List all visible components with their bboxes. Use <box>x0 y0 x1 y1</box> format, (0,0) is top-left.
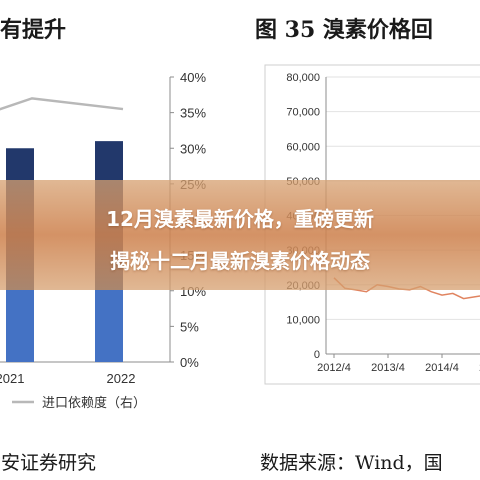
bar-segment-2021 <box>6 290 34 362</box>
dependency-line <box>0 97 124 111</box>
x-tick-label-0: 2012/4 <box>317 362 351 374</box>
y-tick-label-7: 70,000 <box>286 107 320 119</box>
tick-label-1: 5% <box>180 319 199 334</box>
headline-banner <box>0 180 480 290</box>
y-tick-label-0: 0 <box>314 349 320 361</box>
left-source-note: 君安证券研究 <box>0 452 97 474</box>
y-tick-label-8: 80,000 <box>286 72 320 84</box>
category-label-2022: 2022 <box>107 371 136 386</box>
x-tick-label-1: 2013/4 <box>371 362 405 374</box>
y-tick-label-1: 10,000 <box>286 314 320 326</box>
bar-segment-2022 <box>95 290 123 362</box>
headline-line-2: 揭秘十二月最新溴素价格动态 <box>110 249 370 273</box>
tick-label-7: 35% <box>180 106 206 121</box>
x-tick-label-2: 2014/4 <box>425 362 459 374</box>
legend-label: 进口依赖度（右） <box>42 395 146 410</box>
right-chart-title: 图 35 溴素价格回 <box>255 17 433 43</box>
left-chart-title: 格有提升 <box>0 17 67 43</box>
y-tick-label-6: 60,000 <box>286 141 320 153</box>
right-source-note: 数据来源：Wind，国 <box>260 452 443 474</box>
tick-label-6: 30% <box>180 141 206 156</box>
category-label-2021: 2021 <box>0 371 24 386</box>
tick-label-8: 40% <box>180 70 206 85</box>
tick-label-0: 0% <box>180 355 199 370</box>
headline-line-1: 12月溴素最新价格，重磅更新 <box>106 207 374 231</box>
